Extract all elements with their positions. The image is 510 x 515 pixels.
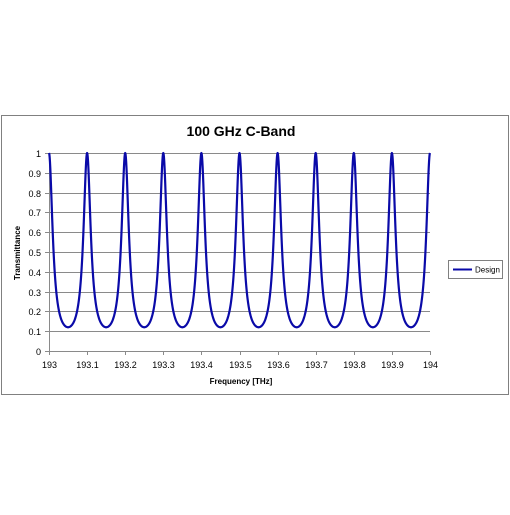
y-tick-label: 0.8 — [28, 189, 41, 199]
series-layer — [47, 151, 432, 329]
y-tick-labels: 0 0.1 0.2 0.3 0.4 0.5 0.6 0.7 0.8 0.9 1 — [28, 149, 41, 357]
x-tick-label: 193.7 — [305, 360, 328, 370]
y-tick-label: 0.2 — [28, 307, 41, 317]
x-tick-label: 193.2 — [114, 360, 137, 370]
y-tick-label: 0.5 — [28, 248, 41, 258]
x-tick-label: 193.3 — [152, 360, 175, 370]
x-tick-label: 193.6 — [267, 360, 290, 370]
x-tick-label: 193 — [42, 360, 57, 370]
y-tick-label: 0.7 — [28, 208, 41, 218]
y-tick-label: 0.6 — [28, 228, 41, 238]
y-tick-label: 0.9 — [28, 169, 41, 179]
legend-box — [448, 260, 503, 279]
chart-title: 100 GHz C-Band — [187, 123, 296, 139]
y-tick-label: 1 — [36, 149, 41, 159]
series-line-design — [47, 151, 432, 329]
grid-lines — [49, 153, 430, 352]
x-tick-label: 193.1 — [76, 360, 99, 370]
x-tick-label: 193.5 — [229, 360, 252, 370]
x-tick-label: 193.8 — [343, 360, 366, 370]
y-axis-label: Transmittance — [13, 225, 22, 280]
x-tick-label: 194 — [423, 360, 438, 370]
x-tick-label: 193.9 — [381, 360, 404, 370]
y-tick-label: 0 — [36, 347, 41, 357]
y-tick-label: 0.3 — [28, 288, 41, 298]
y-tick-label: 0.4 — [28, 268, 41, 278]
x-tick-labels: 193 193.1 193.2 193.3 193.4 193.5 193.6 193.7 19… — [42, 360, 438, 370]
legend: Design — [448, 260, 503, 279]
chart-frame — [1, 115, 509, 395]
y-tick-label: 0.1 — [28, 327, 41, 337]
x-axis-label: Frequency [THz] — [210, 377, 273, 386]
legend-label-design: Design — [475, 266, 500, 275]
x-tick-label: 193.4 — [190, 360, 213, 370]
axes — [45, 153, 431, 355]
